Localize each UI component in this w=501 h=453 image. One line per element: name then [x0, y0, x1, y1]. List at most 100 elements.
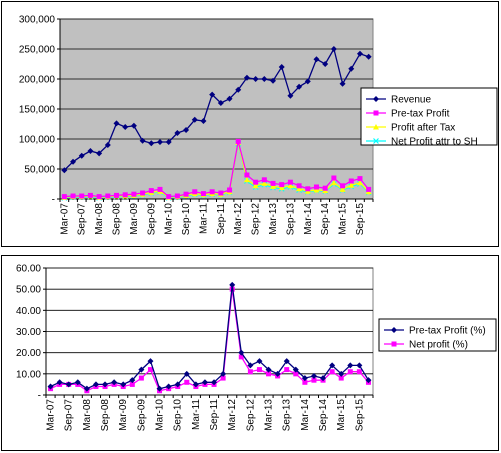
x-tick-label: Sep-08 [112, 203, 123, 236]
data-point [292, 366, 299, 373]
data-point [283, 358, 290, 365]
data-point [200, 118, 207, 124]
data-point [261, 177, 267, 183]
y-tick-label: 50,000 [24, 165, 55, 176]
x-tick-label: Sep-07 [77, 203, 88, 236]
legend-swatch-marker [391, 341, 397, 347]
data-point [365, 377, 372, 384]
data-point [235, 138, 241, 144]
data-point [247, 369, 253, 375]
data-point [366, 186, 372, 192]
data-point [270, 180, 276, 186]
legend-label: Net Profit attr to SH [391, 137, 478, 148]
x-tick-label: Mar-11 [191, 399, 202, 430]
data-point [120, 381, 127, 388]
data-point [293, 371, 299, 377]
x-tick-label: Sep-12 [245, 399, 256, 432]
data-point [209, 189, 215, 195]
data-point [287, 182, 294, 189]
data-point [174, 193, 180, 199]
x-tick-label: Mar-13 [264, 399, 275, 431]
data-point [322, 185, 328, 191]
legend: Revenue Pre-tax Profit Profit after Tax Net… [360, 87, 498, 148]
data-point [256, 367, 262, 373]
x-tick-label: Mar-08 [82, 399, 93, 431]
x-tick-label: Sep-09 [146, 203, 157, 236]
data-point [338, 370, 345, 377]
data-point [313, 184, 319, 190]
data-point [227, 187, 233, 193]
x-tick-label: Sep-09 [136, 399, 147, 432]
data-point [320, 375, 327, 382]
y-tick-label: 20.00 [16, 348, 41, 359]
data-point [131, 191, 137, 197]
y-tick-label: 150,000 [19, 105, 56, 116]
legend-box [360, 87, 498, 146]
data-point [247, 362, 254, 369]
data-point [83, 385, 90, 392]
x-tick-label: Sep-10 [173, 399, 184, 432]
x-tick-label: Sep-15 [354, 399, 365, 432]
x-tick-label: Mar-09 [129, 203, 140, 235]
legend-box [378, 318, 497, 352]
data-point [252, 76, 259, 82]
data-point [274, 370, 281, 377]
data-point [148, 188, 154, 194]
data-point [329, 362, 336, 369]
data-point [261, 180, 268, 186]
data-point [183, 127, 190, 133]
data-point [339, 80, 346, 87]
data-point [183, 370, 190, 377]
data-point [79, 193, 85, 199]
legend-swatch-marker [391, 327, 397, 333]
legend-swatch-marker [373, 138, 379, 144]
data-point [56, 379, 63, 386]
series-revenue [61, 46, 372, 174]
x-tick-label: Mar-14 [300, 399, 311, 431]
data-point [304, 78, 311, 85]
data-point [348, 65, 355, 72]
data-point [229, 281, 236, 288]
data-point [278, 184, 285, 191]
data-point [322, 61, 329, 67]
data-point [310, 372, 317, 379]
data-point [166, 194, 172, 200]
data-point [338, 375, 344, 381]
data-point [122, 192, 128, 198]
data-point [92, 381, 99, 388]
data-point [287, 92, 294, 99]
data-point [302, 379, 308, 385]
y-tick-label: 100,000 [19, 135, 56, 146]
x-tick-label: Mar-15 [338, 203, 349, 235]
x-tick-label: Sep-14 [318, 399, 329, 432]
data-point [104, 142, 111, 148]
data-point [252, 182, 259, 189]
y-tick-label: 300,000 [19, 15, 56, 26]
x-tick-label: Mar-14 [303, 203, 314, 235]
data-point [140, 190, 146, 196]
data-point [365, 53, 372, 60]
data-point [78, 152, 85, 159]
data-point [220, 375, 226, 381]
data-point [211, 379, 218, 386]
y-tick-label: 60.00 [16, 264, 41, 275]
data-point [183, 191, 189, 197]
data-point [266, 371, 272, 377]
y-tick-label: 10.00 [16, 369, 41, 380]
data-point [311, 377, 317, 383]
data-point [139, 137, 146, 144]
data-point [270, 183, 277, 189]
data-point [305, 186, 311, 192]
data-point [261, 76, 268, 82]
y-tick-label: 30.00 [16, 327, 41, 338]
data-point [138, 366, 145, 373]
legend-label: Pre-tax Profit [391, 109, 450, 120]
x-tick-label: Mar-10 [164, 203, 175, 235]
data-point [147, 358, 154, 365]
data-point [256, 358, 263, 365]
data-point [348, 182, 355, 188]
data-point [347, 362, 354, 369]
legend-item: Net profit (%) [384, 340, 468, 351]
data-point [226, 95, 233, 102]
legend-label: Net profit (%) [409, 340, 468, 351]
